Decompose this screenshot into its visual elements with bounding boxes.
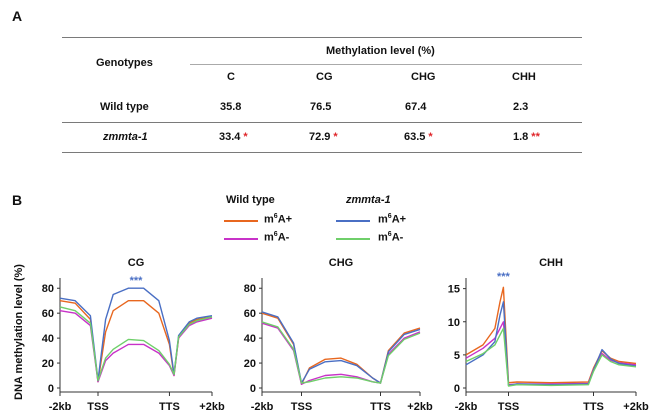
series-line [261, 321, 421, 384]
y-axis-label: DNA methylation level (%) [13, 264, 25, 400]
methylation-table: Genotypes Methylation level (%) C CG CHG… [62, 37, 582, 153]
significance-annotation: *** [130, 275, 144, 287]
panel-b-letter: B [12, 192, 23, 208]
series-line [59, 300, 213, 383]
y-tick-label: 80 [42, 283, 54, 295]
panel-a-letter: A [12, 8, 23, 24]
y-tick-label: 0 [250, 383, 256, 395]
table-cell: 1.8 ** [513, 131, 540, 143]
significance-star: * [333, 131, 338, 143]
y-tick-label: 40 [42, 333, 54, 345]
series-line [261, 311, 421, 384]
significance-star: * [243, 131, 248, 143]
x-tick-label: -2kb [49, 401, 72, 413]
table-cell: 33.4 * [219, 131, 248, 143]
column-header-chg: CHG [411, 71, 436, 83]
x-tick-label: TTS [159, 401, 180, 413]
column-header-cg: CG [316, 71, 333, 83]
significance-star: ** [531, 131, 540, 143]
table-top-rule [62, 37, 582, 38]
legend-swatch-wt-pos [224, 220, 258, 222]
table-cell: 2.3 [513, 101, 529, 113]
legend-group-zmmta-1: zmmta-1 [346, 194, 391, 206]
table-cell: 67.4 [405, 101, 427, 113]
y-tick-label: 20 [42, 358, 54, 370]
table-cell: 35.8 [220, 101, 242, 113]
x-tick-label: -2kb [455, 401, 478, 413]
legend-swatch-mu-pos [336, 220, 370, 222]
methylation-level-header: Methylation level (%) [326, 45, 435, 57]
x-tick-label: TTS [583, 401, 604, 413]
table-cell: 63.5 * [404, 131, 433, 143]
series-line [465, 286, 637, 384]
series-line [465, 301, 637, 387]
legend-label: m6A- [378, 231, 404, 244]
series-line [59, 306, 213, 382]
significance-annotation: *** [497, 271, 511, 283]
y-tick-label: 0 [454, 383, 460, 395]
x-tick-label: +2kb [199, 401, 225, 413]
row-label-zmmta-1: zmmta-1 [103, 131, 148, 143]
chart-title: CG [128, 257, 145, 269]
legend-swatch-wt-neg [224, 238, 258, 240]
y-tick-label: 10 [448, 317, 460, 329]
legend-label: m6A+ [378, 213, 407, 226]
y-tick-label: 15 [448, 284, 460, 296]
x-tick-label: +2kb [407, 401, 433, 413]
y-tick-label: 40 [244, 333, 256, 345]
table-bottom-rule [62, 152, 582, 153]
y-tick-label: 80 [244, 283, 256, 295]
x-tick-label: TSS [498, 401, 519, 413]
y-tick-label: 20 [244, 358, 256, 370]
series-line [465, 321, 637, 386]
column-header-c: C [227, 71, 235, 83]
chart-title: CHH [539, 257, 563, 269]
table-cell: 76.5 [310, 101, 332, 113]
y-tick-label: 60 [244, 308, 256, 320]
legend-group-wild-type: Wild type [226, 194, 275, 206]
x-tick-label: -2kb [251, 401, 274, 413]
x-tick-label: TSS [87, 401, 108, 413]
row-label-wild-type: Wild type [100, 101, 149, 113]
y-tick-label: 0 [48, 383, 54, 395]
chart-title: CHG [329, 257, 353, 269]
table-mid-rule [62, 122, 582, 123]
legend-label: m6A+ [264, 213, 293, 226]
genotypes-header: Genotypes [96, 57, 153, 69]
legend-label: m6A- [264, 231, 290, 244]
series-line [465, 327, 637, 387]
y-tick-label: 60 [42, 308, 54, 320]
significance-star: * [428, 131, 433, 143]
y-tick-label: 5 [454, 350, 460, 362]
table-cell: 72.9 * [309, 131, 338, 143]
group-header-rule [190, 64, 582, 65]
legend-swatch-mu-neg [336, 238, 370, 240]
x-tick-label: TSS [291, 401, 312, 413]
x-tick-label: +2kb [623, 401, 649, 413]
x-tick-label: TTS [370, 401, 391, 413]
column-header-chh: CHH [512, 71, 536, 83]
series-line [59, 287, 213, 382]
